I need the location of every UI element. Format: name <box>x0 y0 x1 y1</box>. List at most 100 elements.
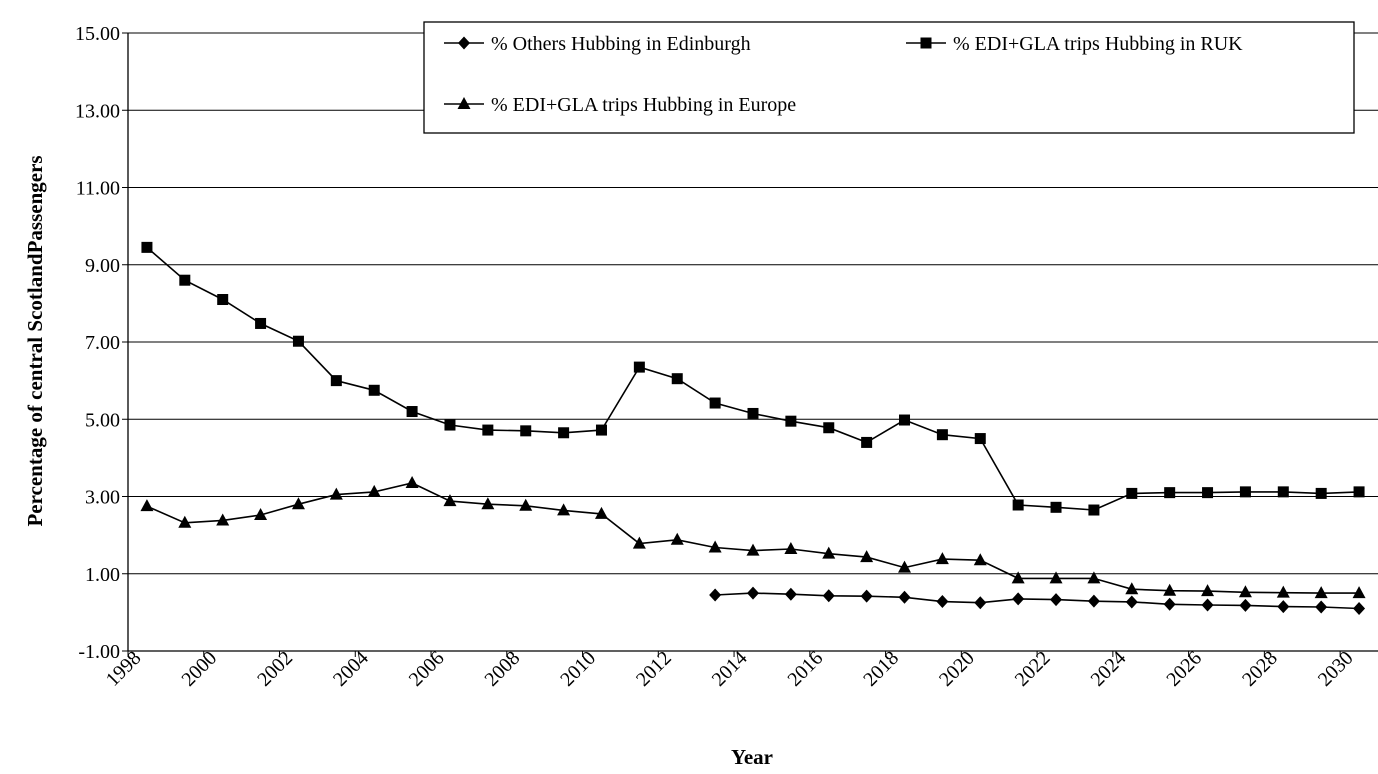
legend-label: % EDI+GLA trips Hubbing in Europe <box>491 94 796 116</box>
y-tick-label: 5.00 <box>85 409 120 431</box>
square-point <box>444 419 456 431</box>
square-point <box>1239 486 1251 498</box>
series-line <box>146 246 1360 511</box>
y-tick-label: 15.00 <box>75 23 120 45</box>
axes <box>122 32 1378 657</box>
diamond-point <box>1315 600 1328 614</box>
diamond-point <box>1012 592 1025 606</box>
square-point <box>671 373 683 385</box>
triangle-point <box>1125 582 1139 595</box>
legend-entry: % Others Hubbing in Edinburgh <box>444 33 751 55</box>
diamond-point <box>936 595 949 609</box>
triangle-point <box>216 513 230 526</box>
x-tick-label: 2014 <box>708 647 752 691</box>
series-diamond <box>709 586 1366 616</box>
x-tick-label: 2028 <box>1238 647 1282 691</box>
x-tick-label: 2008 <box>480 647 524 691</box>
y-tick-label: 1.00 <box>85 564 120 586</box>
square-point <box>558 427 570 439</box>
x-tick-label: 2018 <box>859 647 903 691</box>
series-triangle <box>140 475 1366 599</box>
triangle-point <box>254 508 268 521</box>
triangle-point <box>708 540 722 553</box>
triangle-point <box>973 553 987 566</box>
square-point <box>899 414 911 426</box>
diamond-point <box>860 589 873 603</box>
square-point <box>1012 499 1024 511</box>
x-tick-label: 2006 <box>405 647 449 691</box>
y-tick-label: 13.00 <box>75 100 120 122</box>
x-tick-label: 2030 <box>1314 647 1358 691</box>
y-tick-label: -1.00 <box>78 641 120 663</box>
diamond-point <box>1239 598 1252 612</box>
y-axis-title: Percentage of central ScotlandPassengers <box>23 155 47 526</box>
triangle-point <box>1314 586 1328 599</box>
x-tick-label: 2010 <box>556 647 600 691</box>
triangle-point <box>784 542 798 555</box>
diamond-point <box>1201 598 1214 612</box>
triangle-point <box>594 506 608 519</box>
triangle-point <box>822 546 836 559</box>
triangle-point <box>670 532 684 545</box>
triangle-point <box>935 552 949 565</box>
square-point <box>1164 487 1176 499</box>
x-tick-label: 2016 <box>784 647 828 691</box>
triangle-point <box>481 497 495 510</box>
square-point <box>974 433 986 445</box>
square-point <box>1315 487 1327 499</box>
square-point <box>1050 501 1062 513</box>
y-tick-label: 9.00 <box>85 255 120 277</box>
diamond-point <box>784 587 797 601</box>
x-tick-label: 2022 <box>1011 647 1055 691</box>
triangle-point <box>557 503 571 516</box>
x-axis-title: Year <box>731 745 773 769</box>
legend-entry: % EDI+GLA trips Hubbing in Europe <box>444 94 796 116</box>
series-line <box>715 592 1360 610</box>
triangle-point <box>746 543 760 556</box>
triangle-point <box>443 494 457 507</box>
square-point <box>747 407 759 419</box>
square-point <box>823 422 835 434</box>
x-tick-label: 2026 <box>1162 647 1206 691</box>
triangle-point <box>1201 584 1215 597</box>
diamond-point <box>1050 593 1063 607</box>
y-tick-label: 11.00 <box>76 178 120 200</box>
legend-box <box>423 21 1355 134</box>
triangle-point <box>860 550 874 563</box>
x-tick-label: 2024 <box>1087 647 1131 691</box>
triangle-point <box>291 497 305 510</box>
square-point <box>1353 486 1365 498</box>
square-point <box>936 429 948 441</box>
x-tick-label: 2020 <box>935 647 979 691</box>
square-point <box>179 274 191 286</box>
square-point <box>785 415 797 427</box>
square-point <box>406 406 418 418</box>
x-tick-label: 2000 <box>177 647 221 691</box>
square-point <box>217 294 229 306</box>
diamond-point <box>974 596 987 610</box>
square-point <box>292 335 304 347</box>
series-square <box>141 241 1365 516</box>
diamond-point <box>1277 600 1290 614</box>
square-point <box>633 361 645 373</box>
square-point <box>520 425 532 437</box>
y-tick-label: 3.00 <box>85 487 120 509</box>
x-tick-label: 2012 <box>632 647 676 691</box>
triangle-point <box>1238 585 1252 598</box>
square-point <box>1277 486 1289 498</box>
diamond-point <box>898 590 911 604</box>
diamond-point <box>1353 602 1366 616</box>
x-tick-labels: 1998 2000 2002 2004 2006 2008 2010 2012 2014 2016… <box>102 647 1358 691</box>
square-point <box>141 241 153 253</box>
y-tick-label: 7.00 <box>85 332 120 354</box>
diamond-point <box>747 586 759 600</box>
legend-square-marker <box>920 37 932 49</box>
legend-entry: % EDI+GLA trips Hubbing in RUK <box>906 33 1243 55</box>
triangle-point <box>329 487 343 500</box>
triangle-point <box>1087 571 1101 584</box>
square-point <box>482 424 494 436</box>
diamond-point <box>1087 594 1100 608</box>
square-point <box>1202 487 1214 499</box>
triangle-point <box>178 515 192 528</box>
